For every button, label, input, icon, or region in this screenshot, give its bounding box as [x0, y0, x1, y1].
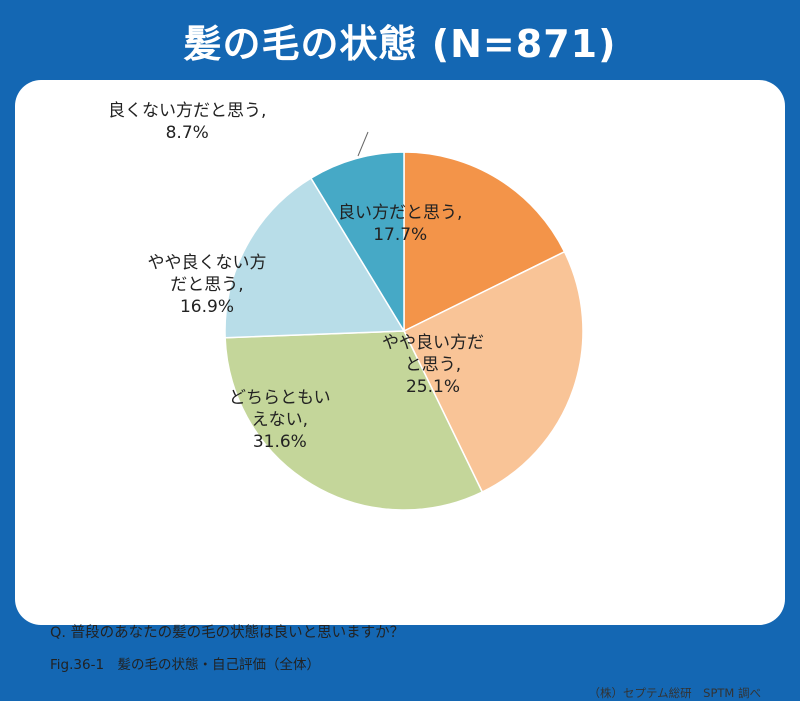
pie-slice-neither [224, 330, 484, 511]
pie-slice-somewhat-bad [224, 177, 406, 339]
source-credit: （株）セプテム総研 SPTM 調べ [588, 686, 762, 700]
slice-label-line: 良くない方だと思う, [108, 101, 267, 121]
slice-label-line: やや良い方だ [382, 333, 484, 353]
slice-label-line: 16.9% [179, 297, 234, 317]
slice-label-bad: 良くない方だと思う, 8.7% [108, 100, 266, 144]
slice-label-somewhat-bad: やや良くない方 だと思う, 16.9% [148, 252, 267, 318]
slice-label-line: えない, [251, 410, 309, 430]
title-bar: 髪の毛の状態 (N=871) [0, 0, 800, 80]
leader-line [357, 131, 369, 157]
slice-label-line: 25.1% [405, 377, 460, 397]
slice-label-line: と思う, [404, 355, 462, 375]
slice-label-line: 17.7% [373, 225, 428, 245]
figure-caption: Fig.36-1 髪の毛の状態・自己評価（全体） [50, 657, 321, 673]
slice-label-line: どちらともい [229, 388, 331, 408]
slice-label-neither: どちらともい えない, 31.6% [229, 387, 331, 453]
slice-label-line: 8.7% [165, 123, 209, 143]
slice-label-good: 良い方だと思う, 17.7% [338, 202, 462, 246]
pie-slice-good [403, 151, 566, 333]
pie-slice-bad [309, 151, 405, 334]
question-text: Q. 普段のあなたの髪の毛の状態は良いと思いますか？ [50, 625, 405, 641]
pie-slice-somewhat-good [402, 250, 584, 493]
chart-title: 髪の毛の状態 (N=871) [183, 21, 617, 66]
slice-label-line: だと思う, [170, 275, 244, 295]
slice-label-somewhat-good: やや良い方だ と思う, 25.1% [382, 332, 484, 398]
chart-panel: 良い方だと思う, 17.7% やや良い方だ と思う, 25.1% どちらともい … [15, 80, 785, 700]
pie-chart [224, 131, 584, 511]
slice-label-line: 良い方だと思う, [338, 203, 463, 223]
slice-label-line: 31.6% [252, 432, 307, 452]
slice-label-line: やや良くない方 [147, 253, 267, 273]
